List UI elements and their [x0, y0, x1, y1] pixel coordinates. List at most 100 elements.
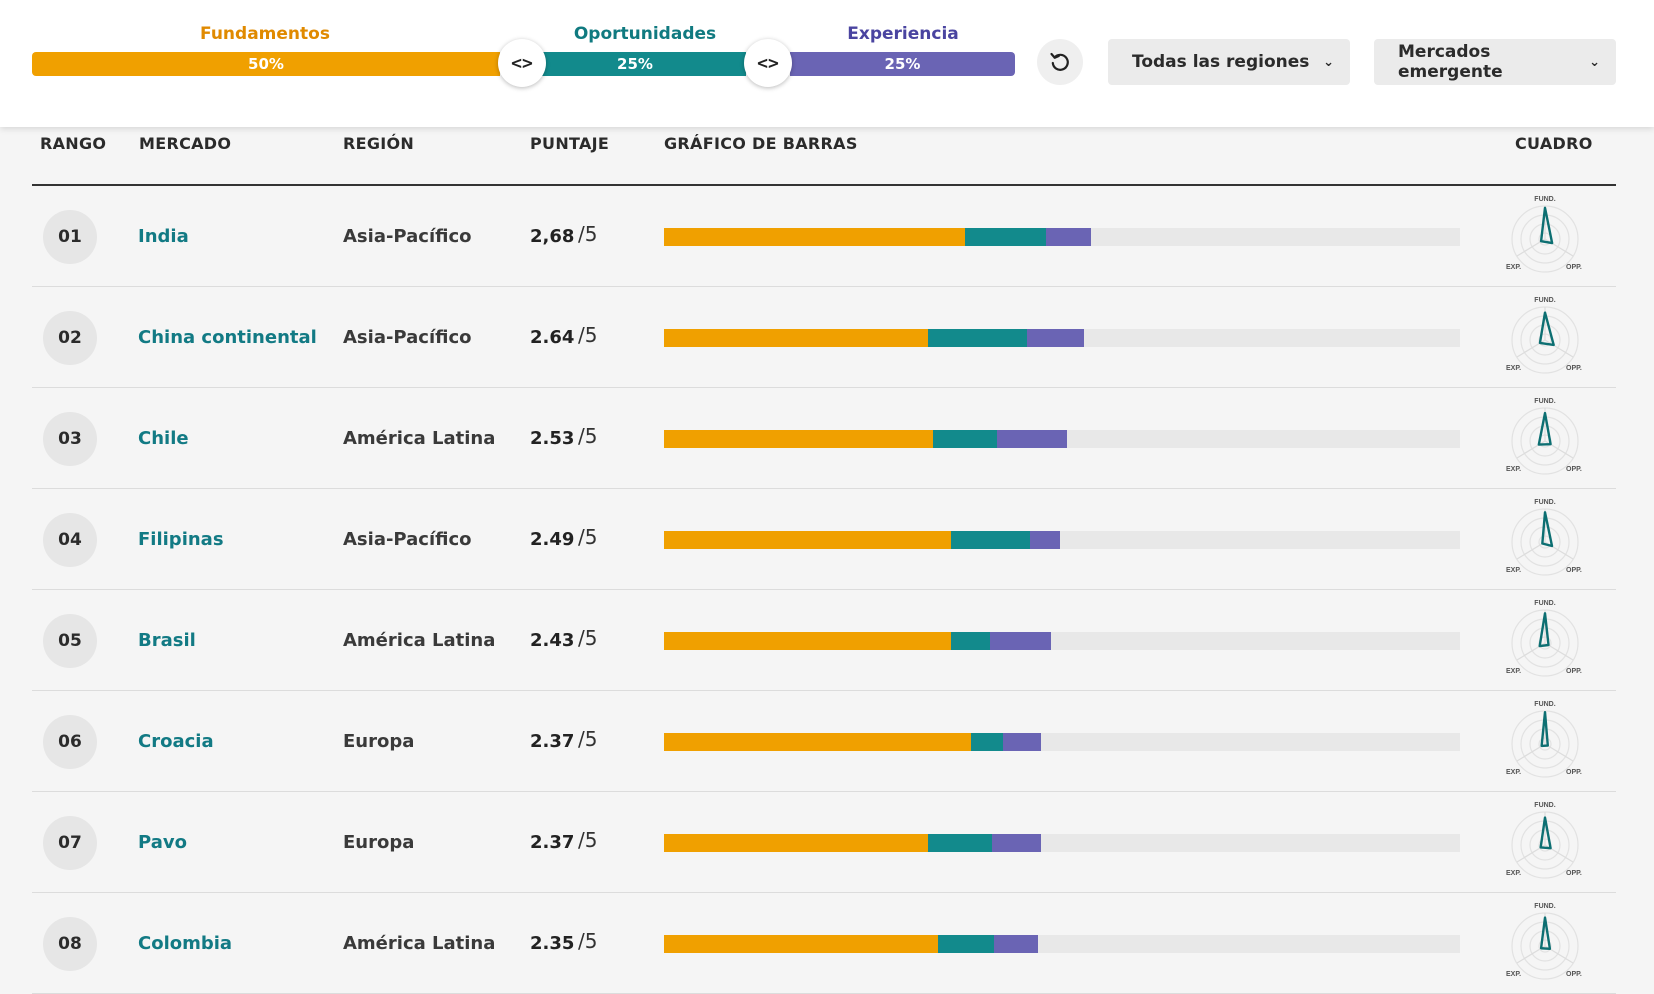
market-name: China continental: [138, 326, 317, 348]
weight-handle-2[interactable]: <>: [744, 39, 792, 87]
bar-fundamentos: [664, 935, 938, 953]
bar-oportunidades: [928, 329, 1027, 347]
market-link[interactable]: Filipinas: [138, 489, 328, 589]
score-value: 2.53: [530, 428, 575, 449]
radar-label-opp: OPP.: [1566, 870, 1582, 877]
bar-experiencia: [996, 430, 1067, 448]
radar-label-opp: OPP.: [1566, 264, 1582, 271]
bar-experiencia: [1003, 733, 1042, 751]
market-link[interactable]: Croacia: [138, 691, 328, 791]
radar-chart[interactable]: FUND. EXP. OPP.: [1500, 696, 1590, 786]
score-max: /5: [578, 727, 598, 751]
oportunidades-weight-bar[interactable]: 25%: [524, 52, 746, 76]
region-cell: Europa: [343, 831, 415, 853]
fundamentos-weight-bar[interactable]: 50%: [32, 52, 500, 76]
reset-icon: [1050, 52, 1069, 71]
table-row: 08 Colombia América Latina 2.35 /5 FUND.…: [32, 893, 1616, 994]
radar-chart[interactable]: FUND. EXP. OPP.: [1500, 292, 1590, 382]
score-bar-track: [664, 329, 1460, 347]
table-row: 01 India Asia-Pacífico 2,68 /5 FUND. EXP…: [32, 186, 1616, 287]
bar-experiencia: [1046, 228, 1091, 246]
score-bar-track: [664, 531, 1460, 549]
market-type-dropdown[interactable]: Mercados emergente ⌄: [1374, 39, 1616, 85]
radar-label-opp: OPP.: [1566, 365, 1582, 372]
radar-label-fund: FUND.: [1534, 600, 1555, 607]
radar-label-fund: FUND.: [1534, 499, 1555, 506]
radar-label-fund: FUND.: [1534, 701, 1555, 708]
bar-experiencia: [1026, 329, 1085, 347]
table-row: 05 Brasil América Latina 2.43 /5 FUND. E…: [32, 590, 1616, 691]
bar-fundamentos: [664, 430, 934, 448]
bar-oportunidades: [937, 935, 994, 953]
score-value: 2.49: [530, 529, 575, 550]
bar-fundamentos: [664, 228, 965, 246]
radar-label-opp: OPP.: [1566, 466, 1582, 473]
market-name: Colombia: [138, 932, 233, 954]
rank-badge: 03: [43, 412, 97, 466]
chevron-down-icon: ⌄: [1589, 54, 1600, 70]
radar-chart[interactable]: FUND. EXP. OPP.: [1500, 898, 1590, 988]
radar-label-exp: EXP.: [1506, 264, 1521, 271]
table-row: 02 China continental Asia-Pacífico 2.64 …: [32, 287, 1616, 388]
radar-chart[interactable]: FUND. EXP. OPP.: [1500, 797, 1590, 887]
region-cell: América Latina: [343, 427, 496, 449]
table-row: 06 Croacia Europa 2.37 /5 FUND. EXP. OPP…: [32, 691, 1616, 792]
radar-chart[interactable]: FUND. EXP. OPP.: [1500, 191, 1590, 281]
radar-label-exp: EXP.: [1506, 567, 1521, 574]
market-link[interactable]: China continental: [138, 287, 328, 387]
header-divider: [32, 184, 1616, 186]
bar-experiencia: [993, 935, 1039, 953]
radar-chart[interactable]: FUND. EXP. OPP.: [1500, 595, 1590, 685]
bar-oportunidades: [933, 430, 997, 448]
radar-label-fund: FUND.: [1534, 802, 1555, 809]
reset-button[interactable]: [1037, 39, 1083, 85]
experiencia-title: Experiencia: [847, 24, 959, 44]
region-filter-dropdown[interactable]: Todas las regiones ⌄: [1108, 39, 1350, 85]
market-name: Brasil: [138, 629, 196, 651]
fundamentos-title: Fundamentos: [200, 24, 330, 44]
market-link[interactable]: Colombia: [138, 893, 328, 993]
score-value: 2.37: [530, 731, 575, 752]
rank-badge: 04: [43, 513, 97, 567]
market-name: Chile: [138, 427, 189, 449]
score-value: 2.37: [530, 832, 575, 853]
score-value: 2.64: [530, 327, 575, 348]
bar-fundamentos: [664, 632, 951, 650]
region-cell: América Latina: [343, 932, 496, 954]
score-max: /5: [578, 222, 598, 246]
radar-label-opp: OPP.: [1566, 668, 1582, 675]
oportunidades-title: Oportunidades: [573, 24, 717, 44]
region-cell: Asia-Pacífico: [343, 326, 472, 348]
score-value: 2.43: [530, 630, 575, 651]
score-max: /5: [578, 929, 598, 953]
chevrons-left-right-icon: <>: [757, 52, 779, 74]
weight-controls: Fundamentos Oportunidades Experiencia 50…: [0, 0, 1654, 127]
radar-label-exp: EXP.: [1506, 466, 1521, 473]
radar-label-fund: FUND.: [1534, 196, 1555, 203]
score-bar-track: [664, 430, 1460, 448]
score-bar-track: [664, 632, 1460, 650]
score-max: /5: [578, 424, 598, 448]
market-type-label: Mercados emergente: [1398, 42, 1503, 82]
radar-label-exp: EXP.: [1506, 870, 1521, 877]
market-link[interactable]: Brasil: [138, 590, 328, 690]
radar-label-opp: OPP.: [1566, 971, 1582, 978]
market-name: India: [138, 225, 189, 247]
radar-chart[interactable]: FUND. EXP. OPP.: [1500, 393, 1590, 483]
bar-fundamentos: [664, 834, 929, 852]
radar-label-exp: EXP.: [1506, 971, 1521, 978]
bar-fundamentos: [664, 329, 929, 347]
market-link[interactable]: Pavo: [138, 792, 328, 892]
market-link[interactable]: India: [138, 186, 328, 286]
weight-handle-1[interactable]: <>: [498, 39, 546, 87]
table-row: 07 Pavo Europa 2.37 /5 FUND. EXP. OPP.: [32, 792, 1616, 893]
market-link[interactable]: Chile: [138, 388, 328, 488]
bar-experiencia: [990, 632, 1051, 650]
radar-label-opp: OPP.: [1566, 567, 1582, 574]
score-bar-track: [664, 834, 1460, 852]
score-max: /5: [578, 323, 598, 347]
radar-chart[interactable]: FUND. EXP. OPP.: [1500, 494, 1590, 584]
score-max: /5: [578, 525, 598, 549]
experiencia-weight-bar[interactable]: 25%: [790, 52, 1015, 76]
radar-label-fund: FUND.: [1534, 903, 1555, 910]
